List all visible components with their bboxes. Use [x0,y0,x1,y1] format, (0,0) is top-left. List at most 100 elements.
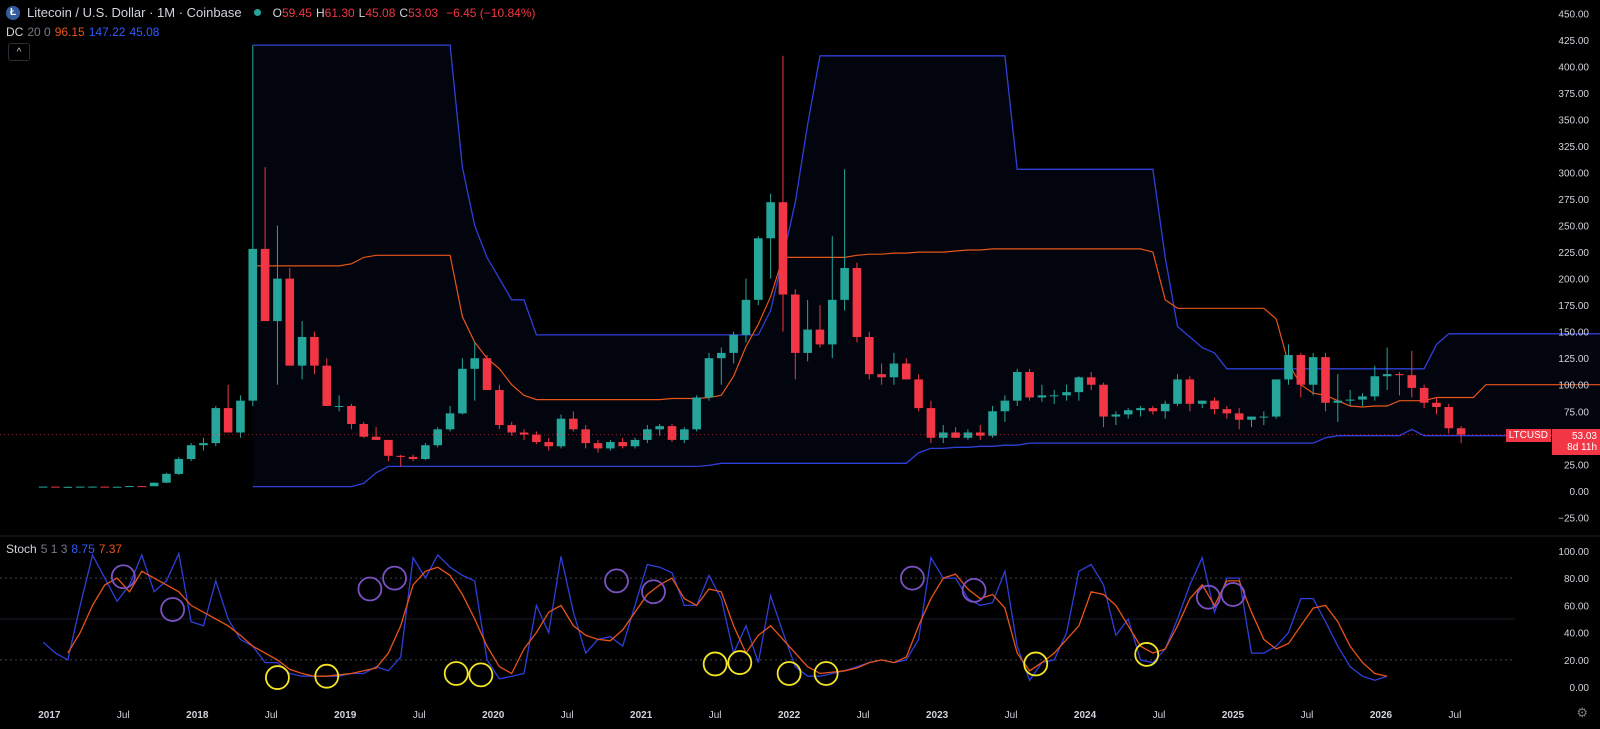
candle[interactable] [1025,368,1034,401]
candle[interactable] [408,454,418,462]
candle[interactable] [384,439,393,462]
candle[interactable] [988,405,997,438]
candle[interactable] [692,395,701,432]
candle[interactable] [840,169,849,311]
candle[interactable] [790,289,800,380]
candle[interactable] [630,437,640,449]
candle[interactable] [1173,374,1182,406]
candle[interactable] [951,427,960,438]
candle[interactable] [593,439,603,453]
candle[interactable] [1382,347,1392,391]
candle[interactable] [815,305,825,348]
candle[interactable] [1259,411,1269,426]
candle[interactable] [766,193,775,279]
candle[interactable] [482,355,492,391]
candle[interactable] [507,421,517,436]
candle[interactable] [1123,408,1133,419]
candle[interactable] [1160,400,1170,419]
candle[interactable] [38,486,48,488]
candle[interactable] [1086,372,1096,391]
candle[interactable] [717,347,726,385]
candle[interactable] [1395,372,1404,396]
candle[interactable] [1185,376,1195,412]
candle[interactable] [926,400,936,444]
candle[interactable] [667,424,677,443]
symbol-legend[interactable]: Ł Litecoin / U.S. Dollar · 1M · Coinbase… [6,5,536,20]
candle[interactable] [260,167,270,322]
candle[interactable] [901,358,911,380]
collapse-legend-button[interactable]: ^ [8,43,30,61]
candle[interactable] [1407,350,1417,398]
candle[interactable] [285,268,295,366]
candle[interactable] [1456,426,1466,444]
candle[interactable] [433,427,443,448]
candle[interactable] [1271,379,1281,419]
candle[interactable] [162,472,171,484]
candle[interactable] [125,485,134,488]
candle[interactable] [199,437,208,451]
candle[interactable] [396,454,406,467]
candle[interactable] [273,225,282,385]
candle[interactable] [1062,384,1071,401]
candle[interactable] [1074,376,1084,401]
candle[interactable] [310,331,319,375]
candle[interactable] [1333,374,1343,422]
candle[interactable] [1419,384,1429,409]
candle[interactable] [1049,390,1059,404]
time-axis[interactable]: 2017 Jul 2018 Jul 2019 Jul 2020 Jul 2021 Jul 2022 J… [38,710,1461,721]
candle[interactable] [729,331,738,364]
candle[interactable] [704,352,714,401]
candle[interactable] [1136,405,1145,417]
gear-icon[interactable]: ⚙ [1576,705,1588,720]
candle[interactable] [1210,397,1219,415]
candle[interactable] [852,262,862,343]
candle[interactable] [421,443,430,461]
candle[interactable] [889,352,899,385]
candle[interactable] [914,374,923,412]
candle[interactable] [655,424,664,436]
candle[interactable] [1308,352,1318,396]
candle[interactable] [174,456,184,475]
candle[interactable] [1197,400,1207,409]
candle[interactable] [1234,408,1244,430]
candle[interactable] [1358,393,1367,406]
candle[interactable] [1000,395,1010,422]
candle[interactable] [643,425,652,444]
candle[interactable] [778,55,788,332]
candle[interactable] [581,425,590,449]
candle[interactable] [458,358,467,415]
candles[interactable] [0,45,1515,488]
candle[interactable] [334,395,344,412]
candle[interactable] [445,405,455,432]
candle[interactable] [975,425,985,440]
candle[interactable] [470,342,480,401]
candle[interactable] [137,485,147,488]
candle[interactable] [371,427,381,440]
stochastic-pane[interactable] [0,551,1515,690]
candle[interactable] [1296,352,1306,398]
candle[interactable] [938,425,948,444]
candle[interactable] [963,429,973,440]
candle[interactable] [1284,344,1293,385]
candle[interactable] [1247,416,1256,428]
candle[interactable] [1444,403,1454,434]
candle[interactable] [322,358,332,406]
candle[interactable] [877,363,886,385]
candle[interactable] [347,403,356,430]
candle[interactable] [63,486,73,488]
candle[interactable] [359,421,369,438]
candle[interactable] [532,431,541,445]
candle[interactable] [1345,390,1355,406]
dc-legend[interactable]: DC 20 0 96.15 147.22 45.08 [6,25,159,39]
candle[interactable] [754,236,763,306]
symbol-title[interactable]: Litecoin / U.S. Dollar · 1M · Coinbase [27,5,242,20]
candle[interactable] [297,321,307,380]
candle[interactable] [1432,397,1441,415]
candle[interactable] [1321,352,1330,412]
candle[interactable] [75,486,85,488]
candle[interactable] [51,486,60,488]
candle[interactable] [495,384,504,430]
candle[interactable] [1148,405,1158,415]
candle[interactable] [88,486,97,488]
